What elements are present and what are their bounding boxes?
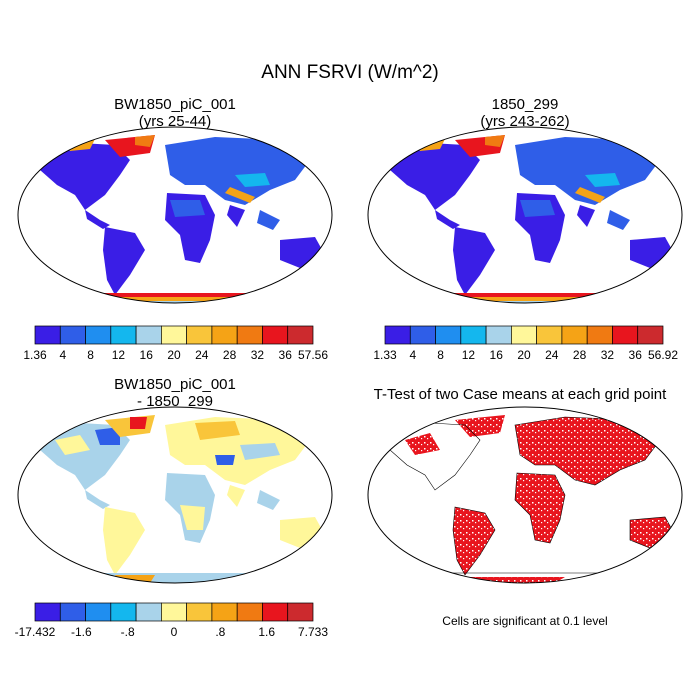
colorbar-label: 7.733	[298, 625, 328, 639]
colorbar-label: 57.56	[298, 348, 328, 362]
colorbar-swatch	[461, 326, 486, 344]
colorbar-label: 32	[601, 348, 615, 362]
map-panel-4	[350, 400, 700, 590]
colorbar-swatch	[86, 603, 111, 621]
colorbar-label: 28	[223, 348, 237, 362]
colorbar-label: 8	[87, 348, 94, 362]
map-panel-1	[0, 120, 350, 315]
colorbar-label: 1.36	[23, 348, 47, 362]
colorbar-label: 8	[437, 348, 444, 362]
map-panel-3	[0, 400, 350, 595]
colorbar-label: 28	[573, 348, 587, 362]
colorbar-swatch	[212, 326, 237, 344]
colorbar-swatch	[638, 326, 663, 344]
colorbar-label: .8	[215, 625, 225, 639]
colorbar-label: 32	[251, 348, 265, 362]
colorbar-swatch	[35, 326, 60, 344]
colorbar-swatch	[136, 326, 161, 344]
colorbar-swatch	[237, 603, 262, 621]
colorbar-label: 20	[167, 348, 181, 362]
colorbar-swatch	[60, 603, 85, 621]
colorbar-label: 4	[409, 348, 416, 362]
colorbar-swatch	[237, 326, 262, 344]
colorbar-label: 16	[140, 348, 154, 362]
colorbar-swatch	[587, 326, 612, 344]
colorbar-2: 1.33 4 8 12 16 20 24 28 32 36 56.92	[373, 326, 678, 362]
colorbar-swatch	[212, 603, 237, 621]
colorbar-label: 36	[629, 348, 643, 362]
colorbar-swatch	[436, 326, 461, 344]
colorbar-1: 1.36 4 8 12 16 20 24 28 32 36 57.56	[23, 326, 328, 362]
colorbar-label: 24	[545, 348, 559, 362]
colorbar-swatch	[187, 326, 212, 344]
colorbar-swatch	[111, 603, 136, 621]
colorbar-label: -1.6	[71, 625, 92, 639]
colorbar-swatch	[486, 326, 511, 344]
colorbar-label: 12	[112, 348, 126, 362]
colorbar-swatch	[288, 326, 313, 344]
colorbar-label: 16	[490, 348, 504, 362]
colorbar-label: 24	[195, 348, 209, 362]
colorbar-label: -.8	[121, 625, 135, 639]
significance-note: Cells are significant at 0.1 level	[400, 614, 650, 628]
colorbar-label: 4	[59, 348, 66, 362]
colorbar-label: 1.6	[258, 625, 275, 639]
colorbar-swatch	[612, 326, 637, 344]
colorbar-swatch	[86, 326, 111, 344]
colorbar-swatch	[511, 326, 536, 344]
colorbar-swatch	[385, 326, 410, 344]
colorbar-label: 56.92	[648, 348, 678, 362]
colorbar-label: 1.33	[373, 348, 397, 362]
colorbar-swatch	[111, 326, 136, 344]
colorbar-3: -17.432 -1.6 -.8 0 .8 1.6 7.733	[15, 603, 329, 639]
colorbar-swatch	[60, 326, 85, 344]
map-panel-2	[350, 120, 700, 315]
colorbar-swatch	[262, 603, 287, 621]
colorbar-swatch	[288, 603, 313, 621]
colorbar-swatch	[161, 326, 186, 344]
colorbar-label: 0	[171, 625, 178, 639]
colorbar-swatch	[187, 603, 212, 621]
colorbar-swatch	[35, 603, 60, 621]
colorbar-swatch	[562, 326, 587, 344]
colorbar-swatch	[410, 326, 435, 344]
colorbar-swatch	[262, 326, 287, 344]
colorbar-swatch	[136, 603, 161, 621]
colorbar-label: 36	[279, 348, 293, 362]
colorbar-label: 20	[517, 348, 531, 362]
colorbar-label: -17.432	[15, 625, 56, 639]
colorbar-label: 12	[462, 348, 476, 362]
colorbar-swatch	[161, 603, 186, 621]
colorbar-swatch	[537, 326, 562, 344]
